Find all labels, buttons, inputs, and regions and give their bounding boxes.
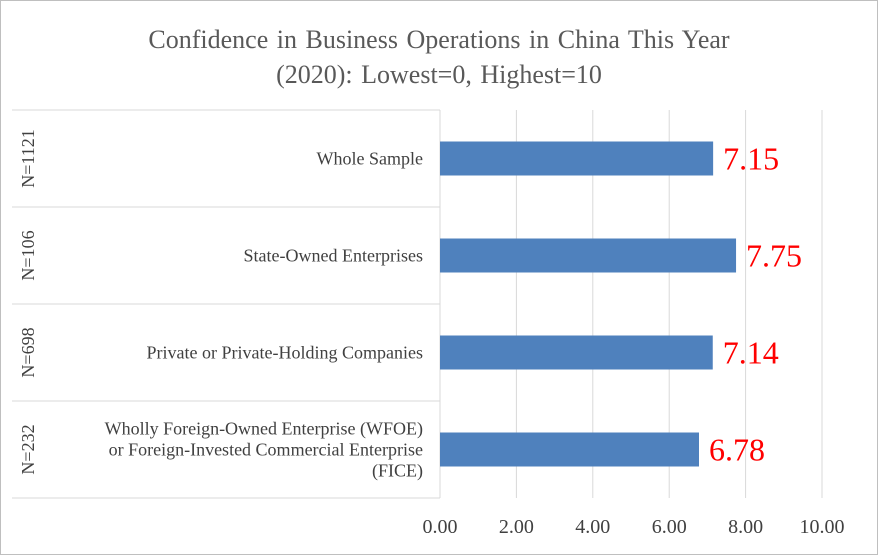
bar bbox=[440, 335, 713, 370]
category-label: Wholly Foreign-Owned Enterprise (WFOE) bbox=[105, 419, 423, 440]
chart-title-line-2: (2020): Lowest=0, Highest=10 bbox=[276, 60, 602, 89]
x-tick-label: 2.00 bbox=[499, 516, 534, 538]
group-label: N=1121 bbox=[18, 129, 38, 187]
x-tick-label: 0.00 bbox=[423, 516, 458, 538]
data-label: 7.15 bbox=[723, 141, 779, 177]
bar bbox=[440, 238, 737, 273]
chart-title-line-1: Confidence in Business Operations in Chi… bbox=[148, 25, 730, 54]
data-label: 7.14 bbox=[723, 335, 779, 371]
bar bbox=[440, 141, 714, 176]
category-label: Private or Private-Holding Companies bbox=[147, 343, 423, 363]
group-label: N=232 bbox=[18, 424, 38, 474]
data-label: 6.78 bbox=[709, 432, 765, 468]
category-label: Whole Sample bbox=[317, 149, 423, 169]
category-label: State-Owned Enterprises bbox=[244, 246, 423, 266]
x-tick-label: 6.00 bbox=[652, 516, 687, 538]
group-label: N=106 bbox=[18, 230, 38, 280]
category-label: (FICE) bbox=[372, 461, 423, 482]
x-tick-label: 10.00 bbox=[800, 516, 845, 538]
data-label: 7.75 bbox=[746, 238, 802, 274]
group-label: N=698 bbox=[18, 327, 38, 377]
labels: 0.00 2.00 4.00 6.00 8.00 10.00 Whole Sample N=1… bbox=[18, 129, 845, 538]
bar bbox=[440, 432, 699, 467]
chart-title: Confidence in Business Operations in Chi… bbox=[0, 22, 878, 92]
x-tick-label: 8.00 bbox=[728, 516, 763, 538]
bar-series bbox=[440, 141, 737, 467]
category-label: or Foreign-Invested Commercial Enterpris… bbox=[109, 440, 423, 460]
x-tick-label: 4.00 bbox=[575, 516, 610, 538]
